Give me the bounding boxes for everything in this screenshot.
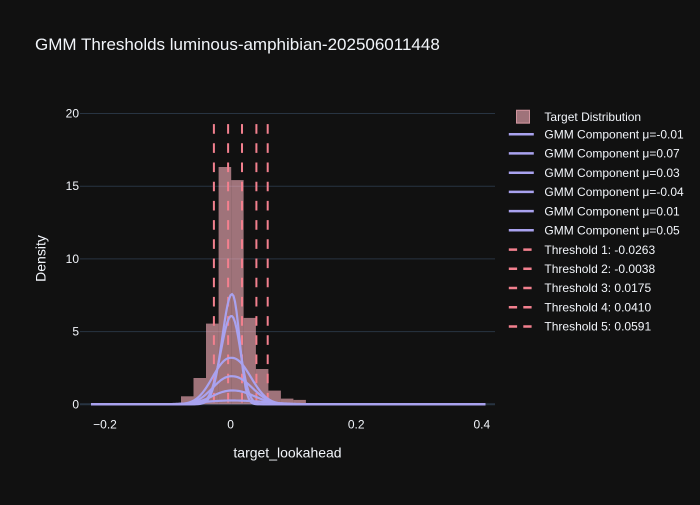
svg-text:GMM Component μ=0.05: GMM Component μ=0.05 [544,224,680,238]
svg-text:15: 15 [66,179,80,193]
svg-text:Threshold 2: -0.0038: Threshold 2: -0.0038 [544,262,655,276]
svg-text:target_lookahead: target_lookahead [233,445,341,461]
svg-text:20: 20 [66,107,80,121]
svg-text:10: 10 [66,252,80,266]
svg-text:GMM Component μ=-0.01: GMM Component μ=-0.01 [544,127,684,141]
svg-text:Threshold 3: 0.0175: Threshold 3: 0.0175 [544,281,651,295]
svg-text:0: 0 [72,397,79,411]
svg-text:GMM Component μ=0.03: GMM Component μ=0.03 [544,166,680,180]
svg-text:GMM Thresholds luminous-amphib: GMM Thresholds luminous-amphibian-202506… [35,35,440,54]
svg-text:GMM Component μ=0.07: GMM Component μ=0.07 [544,147,680,161]
svg-text:Threshold 4: 0.0410: Threshold 4: 0.0410 [544,300,651,314]
svg-text:Threshold 1: -0.0263: Threshold 1: -0.0263 [544,243,655,257]
svg-text:0: 0 [227,418,234,432]
svg-text:5: 5 [72,325,79,339]
svg-text:Density: Density [33,235,49,282]
svg-text:GMM Component μ=0.01: GMM Component μ=0.01 [544,204,680,218]
svg-text:GMM Component μ=-0.04: GMM Component μ=-0.04 [544,185,684,199]
svg-text:−0.2: −0.2 [93,418,117,432]
svg-text:0.4: 0.4 [473,418,490,432]
svg-text:Threshold 5: 0.0591: Threshold 5: 0.0591 [544,320,651,334]
svg-text:0.2: 0.2 [348,418,365,432]
svg-text:Target Distribution: Target Distribution [544,110,641,124]
